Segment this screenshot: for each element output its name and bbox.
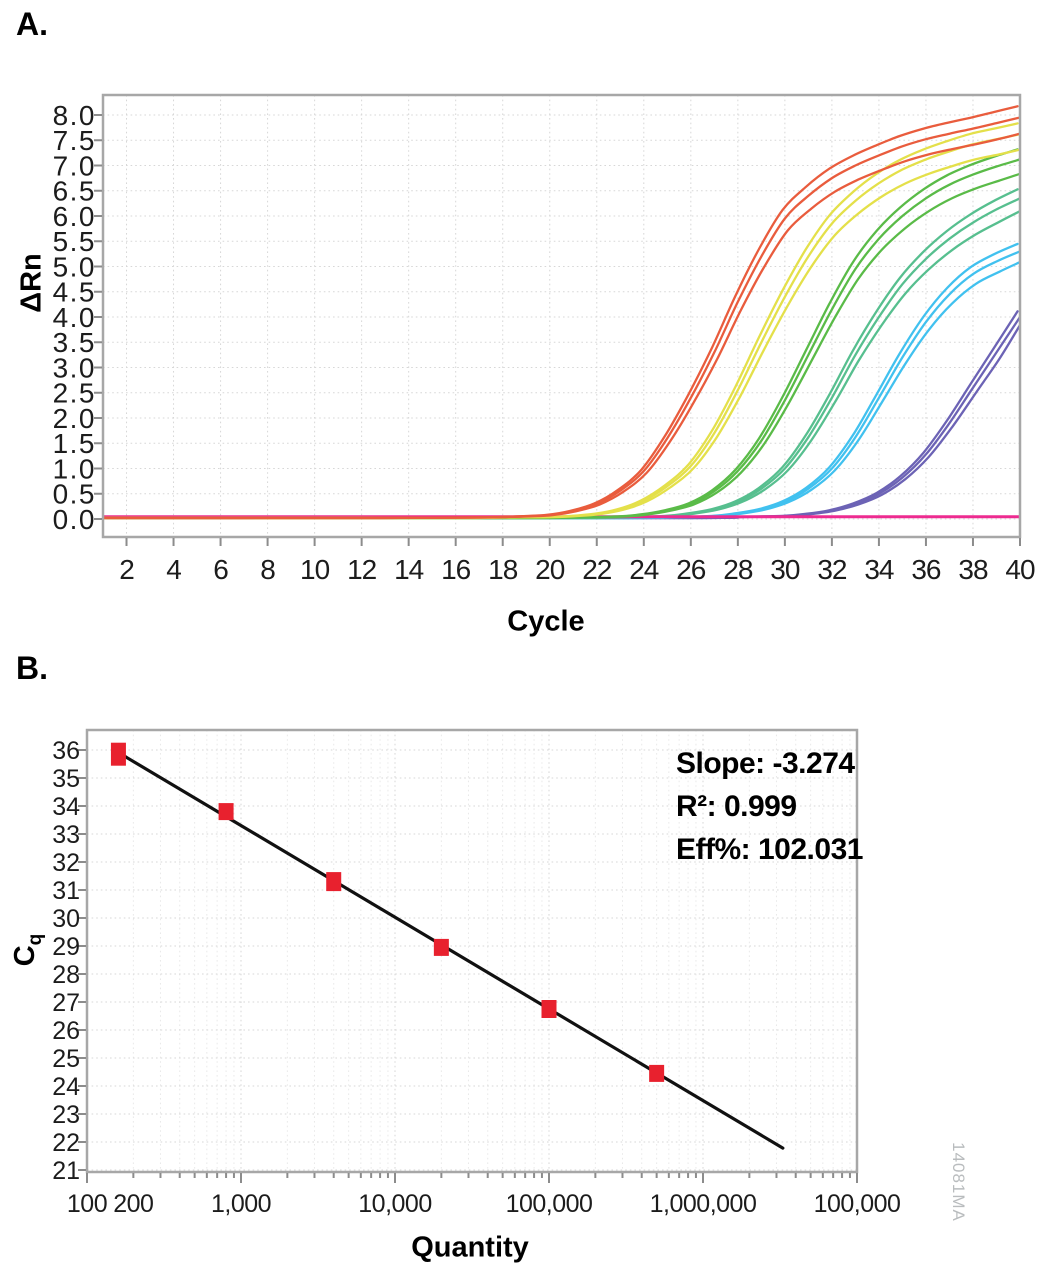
panel-a-label: A. bbox=[16, 6, 48, 42]
curve-group-standard-3 bbox=[103, 148, 1020, 520]
svg-text:100,000: 100,000 bbox=[814, 1190, 901, 1218]
svg-text:5.5: 5.5 bbox=[53, 226, 96, 257]
fit-slope: Slope: -3.274 bbox=[676, 747, 855, 780]
svg-text:4: 4 bbox=[166, 554, 181, 585]
svg-text:31: 31 bbox=[52, 877, 80, 905]
panel-b-x-axis-title: Quantity bbox=[411, 1231, 529, 1264]
svg-text:1,000: 1,000 bbox=[211, 1190, 271, 1218]
svg-text:28: 28 bbox=[52, 961, 80, 989]
svg-text:3.5: 3.5 bbox=[53, 327, 96, 358]
svg-text:28: 28 bbox=[723, 554, 753, 585]
data-point-marker bbox=[541, 1000, 557, 1018]
svg-text:30: 30 bbox=[52, 905, 80, 933]
svg-text:1.0: 1.0 bbox=[53, 453, 96, 484]
panel-b-ticks bbox=[78, 749, 858, 1183]
svg-text:8: 8 bbox=[260, 554, 275, 585]
svg-text:12: 12 bbox=[347, 554, 377, 585]
panel-b-gridlines bbox=[87, 730, 857, 1172]
svg-text:40: 40 bbox=[1005, 554, 1035, 585]
svg-text:0.0: 0.0 bbox=[53, 504, 96, 535]
svg-text:8.0: 8.0 bbox=[53, 100, 96, 131]
cq-label-main: C bbox=[9, 945, 42, 967]
panel-b-y-axis-title: Cq bbox=[9, 934, 47, 967]
svg-text:3.0: 3.0 bbox=[53, 352, 96, 383]
svg-text:36: 36 bbox=[911, 554, 941, 585]
svg-text:22: 22 bbox=[582, 554, 612, 585]
svg-text:100,000: 100,000 bbox=[506, 1190, 593, 1218]
svg-text:29: 29 bbox=[52, 933, 80, 961]
svg-text:10: 10 bbox=[300, 554, 330, 585]
svg-text:6: 6 bbox=[213, 554, 228, 585]
panel-a-x-tick-labels: 2 4 6 8 10 12 14 16 18 20 22 24 26 28 30 32 34 36 38 40 bbox=[119, 554, 1036, 585]
svg-text:23: 23 bbox=[52, 1101, 80, 1129]
data-point-marker bbox=[326, 872, 342, 892]
svg-text:22: 22 bbox=[52, 1129, 80, 1157]
standard-curve-points bbox=[110, 742, 665, 1082]
curve-group-standard-2 bbox=[103, 122, 1020, 520]
curve-group-standard-6 bbox=[103, 310, 1020, 520]
panel-a-frame bbox=[101, 93, 1022, 539]
svg-text:34: 34 bbox=[864, 554, 894, 585]
svg-text:2: 2 bbox=[119, 554, 134, 585]
panel-b-x-tick-labels: 100 200 1,000 10,000 100,000 1,000,000 100,000 bbox=[67, 1190, 901, 1218]
panel-b-label: B. bbox=[16, 650, 48, 686]
svg-text:4.5: 4.5 bbox=[53, 277, 96, 308]
data-point-marker bbox=[218, 803, 234, 821]
svg-text:26: 26 bbox=[676, 554, 706, 585]
svg-text:0.5: 0.5 bbox=[53, 479, 96, 510]
panel-a-y-axis-title: ΔRn bbox=[15, 253, 48, 313]
svg-text:20: 20 bbox=[535, 554, 565, 585]
svg-text:4.0: 4.0 bbox=[53, 302, 96, 333]
svg-text:100: 100 bbox=[67, 1190, 107, 1218]
svg-text:1.5: 1.5 bbox=[53, 428, 96, 459]
svg-text:10,000: 10,000 bbox=[358, 1190, 431, 1218]
svg-text:7.5: 7.5 bbox=[53, 125, 96, 156]
svg-text:7.0: 7.0 bbox=[53, 150, 96, 181]
cq-label-sub: q bbox=[24, 933, 46, 946]
panel-a-ticks bbox=[94, 114, 1021, 546]
svg-text:16: 16 bbox=[441, 554, 471, 585]
data-point-marker bbox=[110, 742, 126, 766]
fit-efficiency: Eff%: 102.031 bbox=[676, 833, 863, 866]
svg-text:26: 26 bbox=[52, 1017, 80, 1045]
svg-text:32: 32 bbox=[52, 849, 80, 877]
svg-text:18: 18 bbox=[488, 554, 518, 585]
curve-group-standard-4 bbox=[103, 188, 1020, 520]
svg-text:25: 25 bbox=[52, 1045, 80, 1073]
svg-text:21: 21 bbox=[52, 1157, 80, 1185]
svg-text:34: 34 bbox=[52, 793, 80, 821]
panel-a-gridlines bbox=[103, 95, 1021, 537]
panel-a-x-axis-title: Cycle bbox=[507, 605, 585, 638]
svg-text:1,000,000: 1,000,000 bbox=[650, 1190, 757, 1218]
svg-text:6.5: 6.5 bbox=[53, 176, 96, 207]
svg-text:36: 36 bbox=[52, 737, 80, 765]
fit-statistics: Slope: -3.274 R²: 0.999 Eff%: 102.031 bbox=[676, 742, 863, 871]
svg-text:24: 24 bbox=[629, 554, 659, 585]
panel-a-y-tick-labels: 0.00.51.01.52.02.53.03.54.04.55.05.56.06… bbox=[53, 100, 96, 535]
svg-text:30: 30 bbox=[770, 554, 800, 585]
fit-r-squared: R²: 0.999 bbox=[676, 790, 797, 823]
svg-text:2.5: 2.5 bbox=[53, 378, 96, 409]
svg-text:200: 200 bbox=[113, 1190, 153, 1218]
data-point-marker bbox=[433, 938, 449, 956]
figure-id-watermark: 14081MA bbox=[949, 1142, 968, 1222]
panel-b-frame bbox=[85, 728, 859, 1174]
svg-text:33: 33 bbox=[52, 821, 80, 849]
curve-group-standard-1 bbox=[103, 105, 1020, 520]
svg-text:38: 38 bbox=[958, 554, 988, 585]
curve-group-standard-5 bbox=[103, 242, 1020, 520]
amplification-curves bbox=[103, 105, 1020, 520]
svg-text:14: 14 bbox=[394, 554, 424, 585]
svg-text:35: 35 bbox=[52, 765, 80, 793]
svg-text:27: 27 bbox=[52, 989, 80, 1017]
svg-text:6.0: 6.0 bbox=[53, 201, 96, 232]
svg-text:24: 24 bbox=[52, 1073, 80, 1101]
data-point-marker bbox=[649, 1064, 665, 1082]
svg-text:32: 32 bbox=[817, 554, 847, 585]
svg-text:2.0: 2.0 bbox=[53, 403, 96, 434]
svg-text:5.0: 5.0 bbox=[53, 251, 96, 282]
